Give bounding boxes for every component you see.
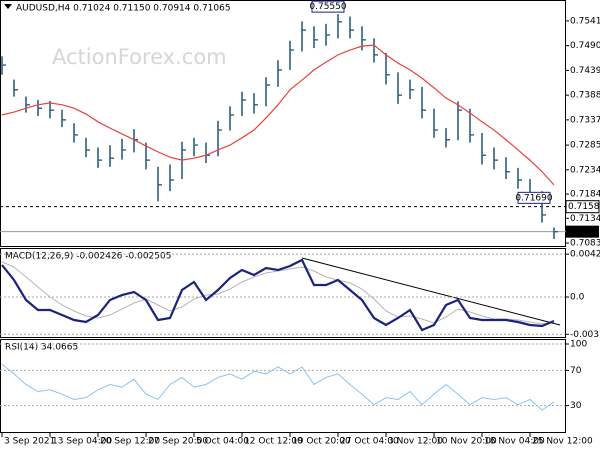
x-tick-label: 12 Oct 12:00 — [244, 437, 303, 447]
macd-frame — [0, 248, 566, 338]
x-tick-label: 3 Sep 2021 — [4, 437, 55, 447]
macd-line — [1, 258, 555, 332]
rsi-header: RSI(14) 34.0665 — [5, 343, 78, 353]
x-tick-label: 27 Oct 04:00 — [340, 437, 399, 447]
high-label: 0.75550 — [309, 2, 346, 12]
x-tick-label: 19 Oct 20:00 — [292, 437, 351, 447]
rsi-line — [1, 363, 555, 411]
x-tick-label: 25 Nov 12:00 — [532, 437, 593, 447]
y-tick-label: 100 — [570, 340, 587, 350]
header-arrow — [4, 4, 12, 9]
macd-header: MACD(12,26,9) -0.002426 -0.002505 — [5, 252, 171, 262]
y-tick-label: 0.004287 — [570, 250, 600, 260]
x-tick-label: 5 Oct 04:00 — [196, 437, 249, 447]
watermark: ActionForex.com — [52, 45, 227, 69]
high-label-box — [311, 0, 345, 13]
level-box — [565, 200, 600, 214]
x-tick-label: 18 Nov 04:00 — [484, 437, 545, 447]
x-tick-label: 3 Nov 12:00 — [388, 437, 443, 447]
price-frame — [0, 0, 566, 247]
x-tick-label: 27 Sep 20:00 — [148, 437, 208, 447]
y-tick-label: 0.0 — [570, 293, 585, 303]
x-tick-label: 13 Sep 04:00 — [52, 437, 112, 447]
current-box — [566, 225, 599, 238]
y-tick-label: 70 — [570, 366, 582, 376]
x-tick-label: 10 Nov 20:00 — [436, 437, 497, 447]
rsi-frame — [0, 339, 566, 433]
y-tick-label: 30 — [570, 401, 582, 411]
x-tick-label: 20 Sep 12:00 — [100, 437, 160, 447]
current-label: 0.71065 — [568, 227, 600, 237]
y-tick-label: -0.003726 — [570, 330, 600, 340]
moving-average — [1, 44, 555, 186]
low-label: 0.71690 — [515, 193, 552, 203]
low-label-box — [517, 191, 551, 204]
macd-trendline — [301, 257, 561, 326]
price-header: AUDUSD,H4 0.71024 0.71150 0.70914 0.7106… — [16, 4, 231, 14]
